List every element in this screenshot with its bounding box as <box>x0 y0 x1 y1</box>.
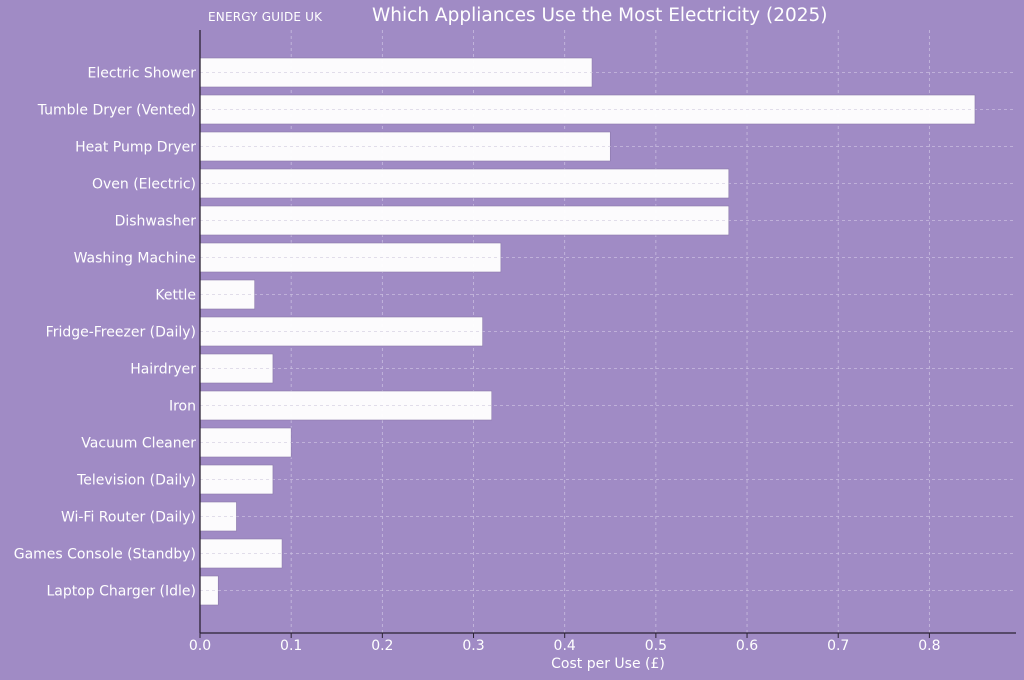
bars <box>199 57 976 606</box>
category-label: Games Console (Standby) <box>14 547 196 563</box>
category-label: Electric Shower <box>88 66 197 82</box>
x-tick-label: 0.4 <box>554 638 576 654</box>
x-tick-label: 0.2 <box>371 638 393 654</box>
x-tick-label: 0.1 <box>280 638 302 654</box>
category-label: Iron <box>169 399 196 415</box>
category-label: Vacuum Cleaner <box>81 436 196 452</box>
bar <box>199 57 593 88</box>
x-tick-label: 0.5 <box>645 638 667 654</box>
category-label: Television (Daily) <box>76 473 196 489</box>
bar <box>199 279 256 310</box>
category-label: Tumble Dryer (Vented) <box>37 103 196 119</box>
x-tick-label: 0.6 <box>736 638 758 654</box>
category-label: Laptop Charger (Idle) <box>46 584 196 600</box>
bar <box>199 427 292 458</box>
chart-title: Which Appliances Use the Most Electricit… <box>372 5 828 26</box>
x-tick-label: 0.3 <box>462 638 484 654</box>
bar <box>199 94 976 125</box>
x-tick-label: 0.8 <box>918 638 940 654</box>
x-tick-label: 0.0 <box>189 638 211 654</box>
category-label: Dishwasher <box>115 214 197 230</box>
x-axis-title: Cost per Use (£) <box>551 656 665 672</box>
category-label: Fridge-Freezer (Daily) <box>46 325 196 341</box>
category-label: Heat Pump Dryer <box>75 140 196 156</box>
category-labels: Electric Shower Tumble Dryer (Vented) Heat… <box>14 66 197 600</box>
category-label: Washing Machine <box>74 251 196 267</box>
axes <box>199 30 1016 638</box>
x-tick-labels: 0.0 0.1 0.2 0.3 0.4 0.5 0.6 0.7 0.8 <box>189 638 941 654</box>
category-label: Hairdryer <box>130 362 196 378</box>
category-label: Kettle <box>155 288 196 304</box>
category-label: Wi-Fi Router (Daily) <box>61 510 196 526</box>
category-label: Oven (Electric) <box>92 177 196 193</box>
x-tick-label: 0.7 <box>827 638 849 654</box>
brand-label: ENERGY GUIDE UK <box>208 10 323 24</box>
